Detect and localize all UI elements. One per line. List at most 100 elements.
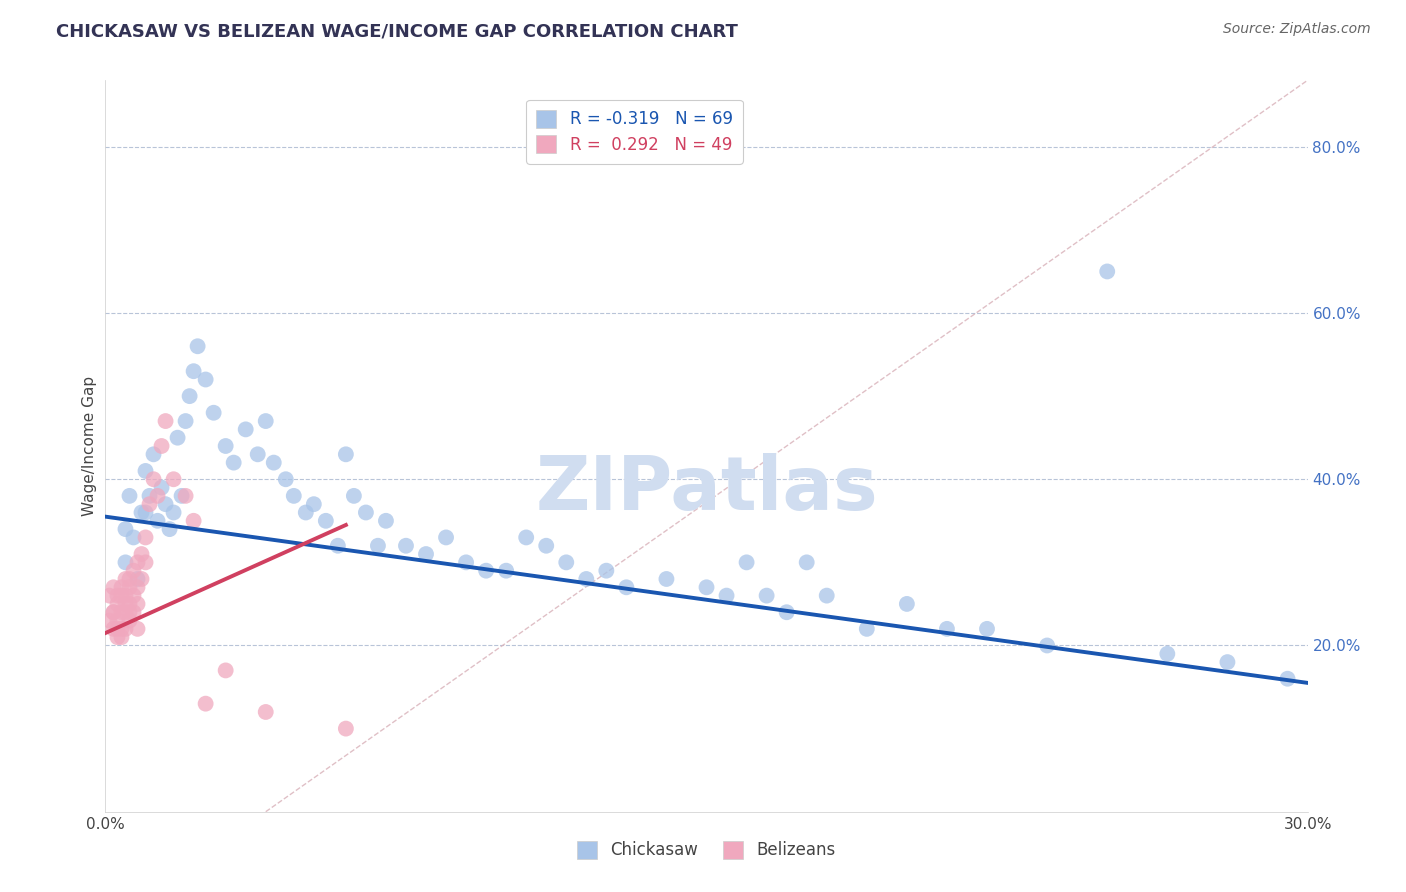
Point [98,589,121,603]
Point [118,489,141,503]
Point [118,605,141,619]
Point [127,572,149,586]
Point [110,630,132,644]
Point [146,514,169,528]
Point [114,572,136,586]
Point [367,539,389,553]
Point [1036,639,1059,653]
Point [122,530,145,544]
Point [214,664,236,678]
Point [495,564,517,578]
Point [150,439,173,453]
Point [1156,647,1178,661]
Point [295,506,318,520]
Point [716,589,738,603]
Point [343,489,366,503]
Point [114,622,136,636]
Y-axis label: Wage/Income Gap: Wage/Income Gap [82,376,97,516]
Point [434,530,457,544]
Point [170,489,193,503]
Point [114,597,136,611]
Point [202,406,225,420]
Point [131,572,153,586]
Point [103,622,125,636]
Point [118,572,141,586]
Point [354,506,377,520]
Point [142,472,165,486]
Point [114,555,136,569]
Point [283,489,305,503]
Point [194,697,217,711]
Point [855,622,877,636]
Point [735,555,758,569]
Point [138,489,160,503]
Point [107,597,129,611]
Point [98,614,121,628]
Point [475,564,498,578]
Point [335,447,357,461]
Point [395,539,418,553]
Point [187,339,209,353]
Point [254,414,277,428]
Point [135,555,157,569]
Point [183,514,205,528]
Point [110,589,132,603]
Point [110,580,132,594]
Point [150,481,173,495]
Point [118,580,141,594]
Point [936,622,959,636]
Point [515,530,537,544]
Point [107,614,129,628]
Point [174,489,197,503]
Point [114,522,136,536]
Point [776,605,799,619]
Point [114,605,136,619]
Text: Source: ZipAtlas.com: Source: ZipAtlas.com [1223,22,1371,37]
Point [302,497,325,511]
Point [1216,655,1239,669]
Point [315,514,337,528]
Point [174,414,197,428]
Point [415,547,437,561]
Point [162,506,184,520]
Point [103,605,125,619]
Point [166,431,188,445]
Point [118,614,141,628]
Point [194,372,217,386]
Point [263,456,285,470]
Legend: Chickasaw, Belizeans: Chickasaw, Belizeans [567,830,846,869]
Point [534,539,557,553]
Point [815,589,838,603]
Point [127,622,149,636]
Point [155,497,177,511]
Point [616,580,638,594]
Point [374,514,398,528]
Point [103,580,125,594]
Point [274,472,297,486]
Point [110,605,132,619]
Text: CHICKASAW VS BELIZEAN WAGE/INCOME GAP CORRELATION CHART: CHICKASAW VS BELIZEAN WAGE/INCOME GAP CO… [56,22,738,40]
Point [118,597,141,611]
Point [222,456,245,470]
Point [183,364,205,378]
Point [122,564,145,578]
Point [1277,672,1299,686]
Point [135,464,157,478]
Point [138,497,160,511]
Point [131,506,153,520]
Point [146,489,169,503]
Point [976,622,998,636]
Point [127,555,149,569]
Point [162,472,184,486]
Point [755,589,778,603]
Point [131,547,153,561]
Point [122,589,145,603]
Point [127,597,149,611]
Point [142,447,165,461]
Point [127,580,149,594]
Text: ZIPatlas: ZIPatlas [536,453,877,526]
Point [107,630,129,644]
Point [114,589,136,603]
Point [103,605,125,619]
Point [246,447,269,461]
